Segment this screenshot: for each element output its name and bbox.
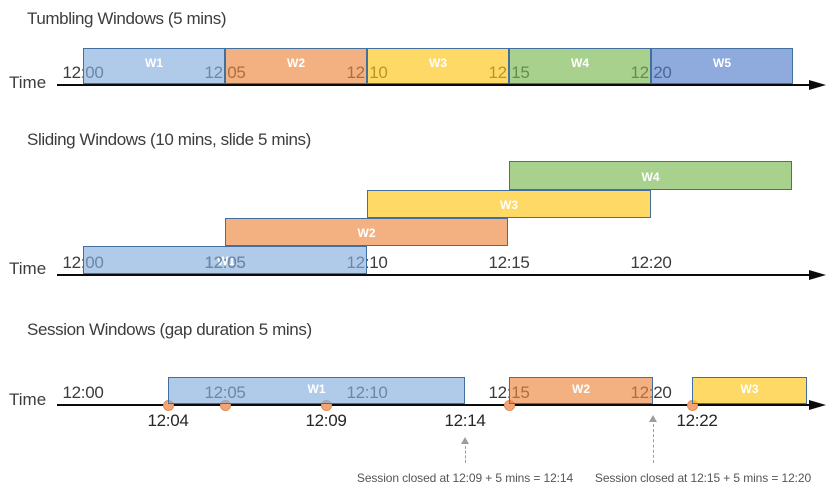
event-time-label: 12:09 — [305, 411, 347, 430]
window-label: W2 — [357, 226, 376, 240]
window-box-tumbling-w5: W5 — [651, 48, 793, 84]
window-box-session-w1: W1 — [168, 377, 465, 404]
event-time-label: 12:04 — [147, 411, 189, 430]
arrow-dashed-line — [652, 424, 654, 463]
window-label: W4 — [571, 56, 589, 70]
window-label: W3 — [740, 381, 759, 396]
window-box-tumbling-w4: W4 — [509, 48, 651, 84]
timeline-axis-session — [57, 404, 810, 407]
section-title-session: Session Windows (gap duration 5 mins) — [27, 320, 312, 339]
window-label: W3 — [429, 56, 447, 70]
window-label: W1 — [217, 254, 235, 268]
timeline-arrowhead-icon — [809, 79, 826, 90]
window-label: W1 — [307, 381, 326, 396]
window-label: W1 — [145, 56, 163, 70]
session-annotation: Session closed at 12:09 + 5 mins = 12:14 — [356, 471, 574, 485]
arrow-up-head — [649, 415, 657, 422]
callout-arrow-icon — [460, 437, 470, 463]
window-box-tumbling-w2: W2 — [225, 48, 367, 84]
session-annotation: Session closed at 12:15 + 5 mins = 12:20 — [594, 471, 812, 485]
timeline-arrowhead-icon — [809, 399, 826, 410]
timeline-arrowhead-icon — [809, 269, 826, 280]
arrow-dashed-line — [464, 446, 466, 463]
section-title-tumbling: Tumbling Windows (5 mins) — [27, 9, 227, 28]
window-box-sliding-w2: W2 — [225, 218, 508, 246]
axis-time-label: 12:20 — [630, 253, 672, 272]
callout-arrow-icon — [648, 415, 658, 463]
window-box-session-w3: W3 — [692, 377, 807, 404]
window-box-sliding-w4: W4 — [509, 161, 792, 190]
section-title-sliding: Sliding Windows (10 mins, slide 5 mins) — [27, 130, 311, 149]
timeline-axis-sliding — [57, 274, 810, 277]
axis-time-label: 12:00 — [62, 383, 104, 402]
arrow-up-head — [461, 437, 469, 444]
window-box-sliding-w3: W3 — [367, 190, 651, 218]
window-box-tumbling-w1: W1 — [83, 48, 225, 84]
window-label: W2 — [287, 56, 305, 70]
time-axis-label-tumbling: Time — [9, 73, 47, 92]
window-box-session-w2: W2 — [509, 377, 653, 404]
axis-time-label-overlay: 12:05 — [204, 253, 246, 272]
window-label: W2 — [572, 381, 590, 396]
window-box-sliding-w1: W1 — [83, 246, 367, 274]
time-axis-label-session: Time — [9, 390, 47, 409]
axis-time-label: 12:15 — [488, 253, 530, 272]
event-time-label: 12:22 — [676, 411, 718, 430]
window-label: W3 — [500, 198, 518, 212]
event-time-label: 12:14 — [444, 411, 486, 430]
time-axis-label-sliding: Time — [9, 259, 47, 278]
window-label: W4 — [641, 169, 660, 184]
timeline-axis-tumbling — [57, 84, 810, 87]
window-box-tumbling-w3: W3 — [367, 48, 509, 84]
window-label: W5 — [713, 56, 731, 70]
